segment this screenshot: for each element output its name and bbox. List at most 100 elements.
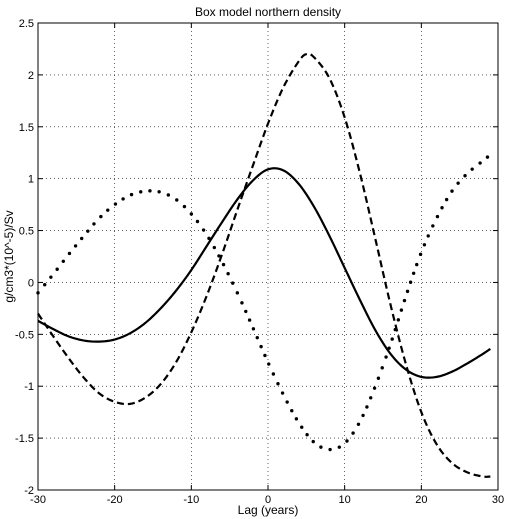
series-dotted-point [99, 214, 103, 219]
series-dotted-point [463, 174, 467, 178]
series-solid-line [37, 167, 491, 379]
x-tick-label: 30 [492, 494, 504, 506]
series-dotted-point [55, 267, 59, 271]
series-dotted-point [411, 271, 416, 275]
series-dotted-point [380, 366, 384, 370]
series-dotted-point [305, 432, 309, 437]
series-dotted-point [311, 439, 315, 444]
series-dotted-point [328, 447, 332, 452]
series-dotted-point [231, 281, 235, 285]
series-dotted-point [240, 301, 244, 305]
series-dotted-point [470, 167, 474, 171]
series-dotted-point [263, 353, 267, 358]
series-dotted-point [422, 243, 427, 247]
series-dotted-point [226, 271, 230, 276]
series-dotted-point [92, 222, 96, 226]
series-dotted-point [166, 193, 171, 197]
series-dotted-point [139, 190, 143, 194]
series-dotted-point [189, 212, 194, 216]
series-dotted-point [285, 400, 289, 404]
y-tick-label: -2 [24, 485, 34, 497]
series-dotted-point [195, 219, 200, 224]
series-dotted-point [361, 413, 365, 418]
series-dotted-point [365, 405, 369, 409]
series-dotted-point [372, 386, 377, 390]
series-dotted-point [300, 425, 304, 429]
series-dashed-line [37, 52, 491, 478]
series-dotted-point [356, 422, 361, 427]
series-dotted-point [251, 327, 256, 331]
series-dotted-point [175, 198, 179, 202]
series-dotted-point [387, 346, 391, 350]
y-tick-label: -1 [24, 381, 34, 393]
y-tick-label: -1.5 [15, 433, 34, 445]
series-dotted-point [345, 439, 349, 443]
series-dotted-point [148, 189, 152, 193]
series-dotted-point [244, 309, 248, 314]
y-tick-label: -0.5 [15, 329, 34, 341]
series-dotted-point [456, 181, 460, 185]
series-dotted-point [396, 318, 401, 322]
series-dotted-point [440, 206, 444, 210]
series-dotted-point [201, 228, 206, 232]
series-dotted-point [235, 291, 240, 295]
series-dotted-point [280, 391, 285, 395]
series-dotted-point [435, 214, 440, 219]
series-dotted-point [485, 155, 490, 159]
series-dotted-point [294, 417, 299, 421]
series-dotted-point [49, 275, 53, 279]
y-tick-label: 2.5 [19, 18, 34, 30]
axis-ticks: -30 -20 -10 0 10 20 30 -2 -1.5 -1 -0.5 0 0.5 1 1.5 2 2.5 [15, 18, 504, 506]
series-dotted-point [415, 262, 419, 267]
series-dotted-point [431, 224, 435, 228]
series-dotted-point [182, 204, 187, 209]
series-dotted-point [384, 355, 388, 359]
x-tick-label: 10 [339, 494, 351, 506]
series-dotted-point [207, 236, 211, 241]
series-dotted-point [399, 308, 404, 312]
series-dotted-point [450, 189, 454, 193]
series-dotted-point [351, 431, 355, 435]
series-dotted-point [217, 254, 221, 258]
series-dotted-point [276, 381, 280, 386]
series-dotted-point [247, 318, 252, 322]
x-tick-label: 0 [265, 494, 271, 506]
series-dotted-point [369, 396, 373, 400]
series-dotted-point [402, 298, 407, 303]
series-dotted-point [86, 229, 90, 233]
y-tick-label: 2 [28, 70, 34, 82]
series-dotted-point [337, 445, 341, 449]
series-dotted-point [393, 327, 397, 332]
series-dotted-point [408, 280, 413, 284]
series-dotted-point [271, 372, 276, 376]
x-tick-label: -10 [183, 494, 199, 506]
series-dotted-point [106, 208, 110, 212]
series-dotted-point [43, 283, 47, 287]
series-dotted-point [319, 445, 323, 449]
series-dotted-point [113, 202, 118, 206]
series-dotted-point [418, 252, 423, 257]
y-tick-label: 1 [28, 174, 34, 186]
series-dotted-point [157, 190, 161, 194]
x-axis-label: Lag (years) [238, 503, 299, 517]
series-dotted-point [221, 262, 226, 267]
series-dotted-point [61, 259, 65, 263]
y-tick-label: 0 [28, 277, 34, 289]
grid-lines [38, 23, 498, 490]
y-tick-label: 0.5 [19, 226, 34, 238]
x-tick-label: 20 [415, 494, 427, 506]
x-tick-label: -20 [107, 494, 123, 506]
series-layer [36, 52, 491, 478]
series-dotted-point [80, 236, 84, 241]
series-dotted-point [121, 197, 125, 201]
x-tick-label: -30 [30, 494, 46, 506]
series-dotted-point [212, 245, 217, 250]
series-dotted-point [290, 409, 294, 413]
series-dotted-point [255, 335, 259, 340]
series-dotted-point [390, 337, 394, 341]
series-dotted-point [478, 161, 482, 165]
series-dotted-point [426, 234, 430, 238]
y-axis-label: g/cm3*(10^-5)/Sv [2, 210, 16, 302]
